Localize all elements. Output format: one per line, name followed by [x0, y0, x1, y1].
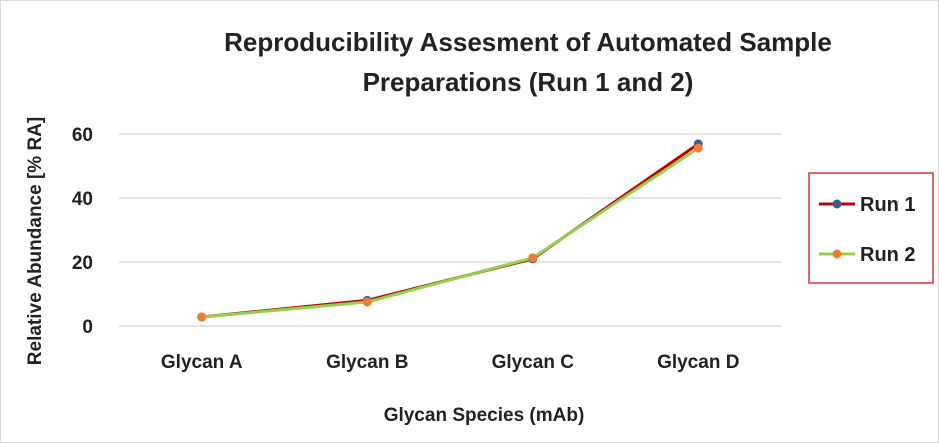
x-tick-label: Glycan D	[657, 352, 739, 373]
series-line	[201, 142, 700, 319]
chart-title: Reproducibility Assesment of Automated S…	[224, 27, 832, 97]
x-tick-label: Glycan A	[161, 352, 243, 373]
legend: Run 1 Run 2	[808, 172, 934, 284]
series-1	[197, 139, 703, 322]
chart-title-line-1: Reproducibility Assesment of Automated S…	[224, 27, 832, 57]
data-point	[362, 297, 372, 307]
data-point	[528, 253, 538, 263]
data-point	[693, 143, 703, 153]
legend-marker	[832, 199, 842, 209]
x-axis-label: Glycan Species (mAb)	[384, 405, 585, 426]
legend-marker	[832, 249, 842, 259]
legend-item: Run 2	[819, 244, 916, 266]
chart-title-line-2: Preparations (Run 1 and 2)	[363, 67, 694, 97]
y-axis-label: Relative Abundance [% RA]	[25, 117, 46, 365]
legend-item: Run 1	[819, 194, 916, 216]
legend-label: Run 2	[860, 244, 916, 266]
y-tick-label: 60	[72, 125, 93, 146]
series-2	[197, 143, 703, 322]
x-tick-label: Glycan C	[492, 352, 575, 373]
y-tick-label: 40	[72, 189, 93, 210]
data-point	[197, 312, 207, 322]
legend-label: Run 1	[860, 194, 916, 216]
y-tick-label: 20	[72, 253, 93, 274]
y-tick-label: 0	[82, 317, 93, 338]
legend-border	[808, 172, 934, 284]
series-line	[201, 146, 700, 319]
x-tick-label: Glycan B	[326, 352, 408, 373]
